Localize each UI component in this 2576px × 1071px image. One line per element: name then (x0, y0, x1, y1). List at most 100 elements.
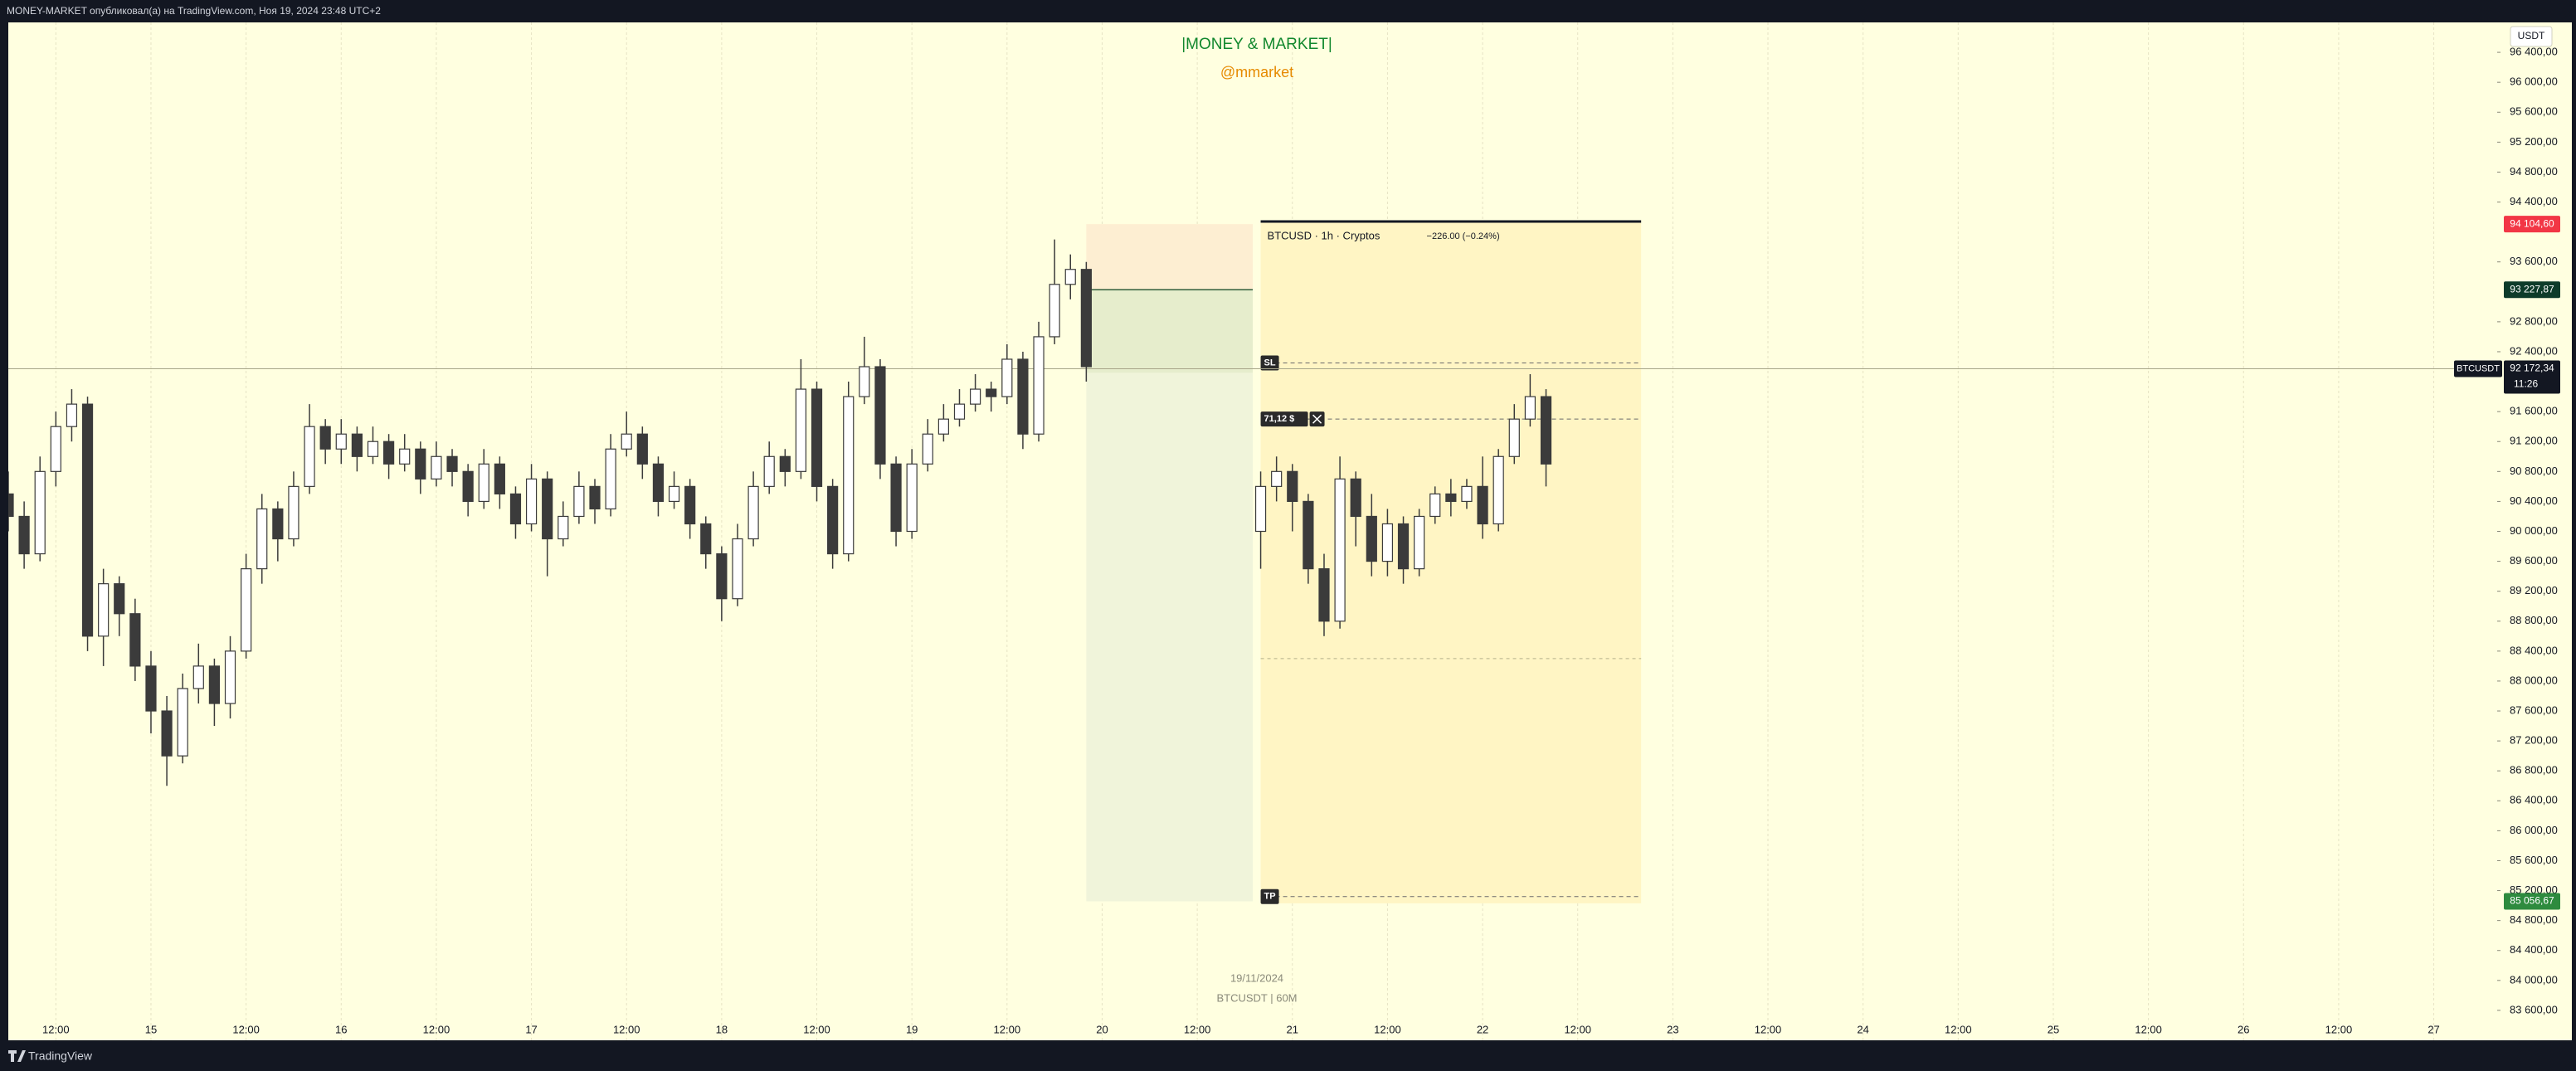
candle-body (779, 455, 791, 472)
y-tick-label: 86 000,00 (2510, 824, 2558, 836)
level-tag (1260, 888, 1279, 904)
candle-body (177, 688, 188, 757)
y-tick-label: 96 000,00 (2510, 75, 2558, 88)
last-price-label: 92 172,34 (2510, 363, 2554, 374)
symbol-note: BTCUSDT | 60M (1216, 991, 1297, 1004)
candle-body (1366, 515, 1377, 562)
y-tick-label: 86 400,00 (2510, 794, 2558, 806)
y-tick-label: 84 400,00 (2510, 943, 2558, 956)
candle-body (859, 366, 870, 397)
y-tick-label: 86 800,00 (2510, 764, 2558, 776)
y-tick-label: 96 400,00 (2510, 46, 2558, 58)
candle-body (241, 568, 252, 652)
header-text: MONEY-MARKET опубликовал(а) на TradingVi… (7, 5, 381, 17)
candle-body (1461, 485, 1473, 503)
candle-body (319, 426, 331, 450)
target-zone-top (1086, 290, 1253, 373)
candle-body (906, 463, 918, 533)
x-tick-label: 21 (1287, 1023, 1298, 1035)
candle-body (1080, 269, 1092, 368)
level-label: 71,12 $ (1264, 414, 1295, 424)
candle-body (1064, 269, 1076, 285)
y-tick-label: 94 800,00 (2510, 165, 2558, 178)
x-tick-label: 12:00 (423, 1023, 450, 1035)
y-tick-label: 87 600,00 (2510, 703, 2558, 716)
candle-body (874, 366, 886, 465)
candle-body (668, 485, 680, 503)
y-tick-label: 85 200,00 (2510, 884, 2558, 896)
candle-body (272, 508, 284, 540)
level-tag (1260, 411, 1308, 427)
candle-body (890, 463, 902, 533)
y-tick-label: 91 600,00 (2510, 405, 2558, 417)
last-price-badge (2504, 360, 2560, 394)
right-edge (2572, 22, 2576, 1040)
candle-body (922, 433, 933, 465)
candle-body (1001, 358, 1013, 397)
candle-body (1334, 478, 1346, 622)
x-tick-label: 12:00 (994, 1023, 1021, 1035)
symbol-tag-label: BTCUSDT (2457, 363, 2500, 373)
x-tick-label: 12:00 (1755, 1023, 1782, 1035)
price-badge-label: 85 056,67 (2510, 895, 2554, 907)
candle-body (1397, 523, 1410, 570)
candle-body (98, 583, 110, 637)
candle-body (970, 388, 981, 405)
candle-body (953, 403, 966, 420)
candle-body (192, 665, 204, 689)
y-tick-label: 95 200,00 (2510, 135, 2558, 148)
candle-body (208, 665, 221, 704)
stop-zone (1086, 224, 1253, 290)
candle-body (224, 650, 236, 704)
candle-body (1033, 336, 1045, 435)
currency-box (2510, 26, 2553, 47)
brand-name: TradingView (28, 1049, 93, 1063)
candle-body (652, 463, 665, 503)
price-badge-label: 94 104,60 (2510, 217, 2554, 229)
candle-body (558, 515, 569, 540)
price-badge (2504, 893, 2560, 910)
candle-body (367, 441, 379, 457)
candle-body (1271, 470, 1283, 487)
y-tick-label: 85 600,00 (2510, 854, 2558, 866)
candle-body (1254, 485, 1267, 533)
candle-body (304, 426, 315, 487)
y-tick-label: 94 400,00 (2510, 195, 2558, 207)
countdown: 11:26 (2514, 378, 2538, 390)
y-tick-label: 88 800,00 (2510, 614, 2558, 626)
candle-body (494, 463, 505, 494)
candle-body (50, 426, 61, 472)
candle-body (732, 538, 743, 600)
left-edge (0, 22, 8, 1040)
x-tick-label: 19 (906, 1023, 918, 1035)
x-tick-label: 20 (1096, 1023, 1108, 1035)
candle-body (1540, 396, 1552, 465)
candle-body (1017, 358, 1029, 435)
candle-body (256, 508, 268, 570)
y-tick-label: 89 600,00 (2510, 554, 2558, 567)
candle-body (415, 448, 426, 480)
candle-body (811, 388, 823, 487)
candle-body (589, 485, 601, 510)
y-tick-label: 93 600,00 (2510, 255, 2558, 267)
currency-label: USDT (2518, 30, 2545, 41)
inset-change: −226.00 (−0.24%) (1427, 231, 1500, 241)
y-tick-label: 89 200,00 (2510, 584, 2558, 596)
bottom-bar (0, 1041, 2576, 1071)
candle-body (335, 433, 347, 450)
x-tick-label: 24 (1857, 1023, 1868, 1035)
x-tick-label: 12:00 (1374, 1023, 1401, 1035)
candle-body (795, 388, 807, 472)
candle-body (1508, 418, 1520, 457)
price-badge (2504, 281, 2560, 299)
level-tag (1260, 355, 1279, 371)
candle-body (1524, 396, 1536, 420)
x-tick-label: 12:00 (2135, 1023, 2162, 1035)
candle-body (700, 523, 712, 555)
y-tick-label: 92 800,00 (2510, 314, 2558, 327)
x-tick-label: 16 (335, 1023, 347, 1035)
x-tick-label: 27 (2427, 1023, 2439, 1035)
y-tick-label: 90 400,00 (2510, 494, 2558, 507)
